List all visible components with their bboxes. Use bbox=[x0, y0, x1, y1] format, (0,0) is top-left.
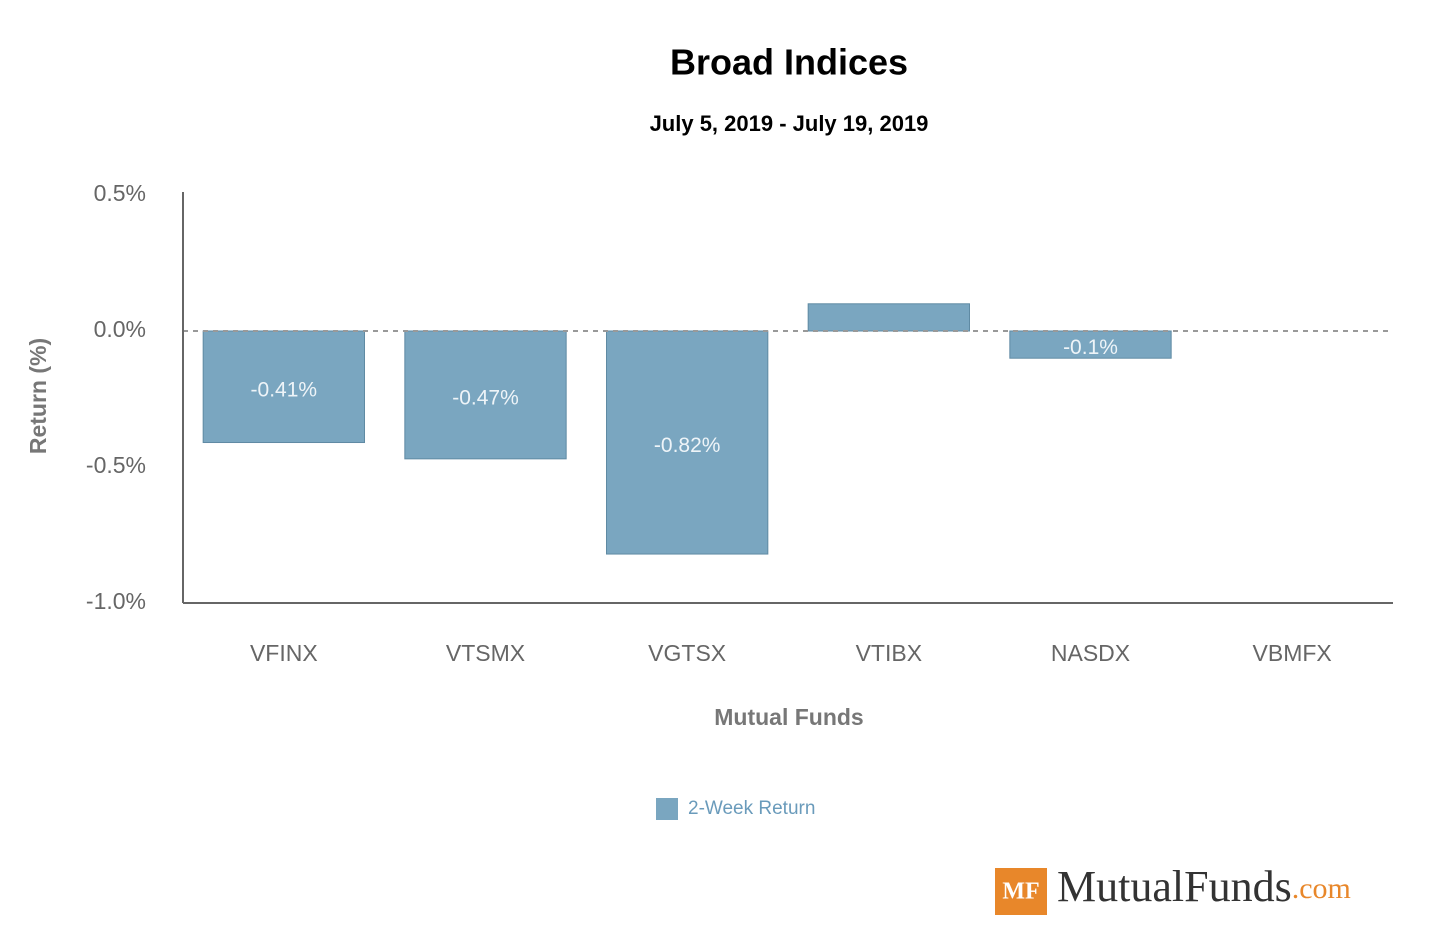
y-axis-label: Return (%) bbox=[25, 338, 51, 454]
data-label: -0.82% bbox=[654, 434, 721, 457]
bar bbox=[606, 330, 769, 555]
x-tick-label: VTSMX bbox=[446, 640, 525, 666]
bar bbox=[202, 330, 365, 444]
y-tick-label: 0.0% bbox=[94, 316, 146, 342]
x-tick-label: VBMFX bbox=[1253, 640, 1332, 666]
y-tick-label: 0.5% bbox=[94, 180, 146, 206]
data-label: -0.41% bbox=[251, 378, 318, 401]
chart-title: Broad Indices bbox=[670, 42, 908, 83]
x-tick-label: VTIBX bbox=[856, 640, 922, 666]
legend-swatch bbox=[656, 798, 678, 820]
data-label: -0.47% bbox=[452, 386, 519, 409]
chart-subtitle: July 5, 2019 - July 19, 2019 bbox=[650, 111, 929, 136]
x-tick-label: VGTSX bbox=[648, 640, 726, 666]
x-tick-label: NASDX bbox=[1051, 640, 1130, 666]
y-tick-label: -0.5% bbox=[86, 452, 146, 478]
data-label: -0.1% bbox=[1063, 336, 1118, 359]
logo-name: MutualFunds.com bbox=[1057, 862, 1351, 911]
logo-suffix: .com bbox=[1292, 872, 1351, 905]
x-axis-label: Mutual Funds bbox=[714, 704, 863, 730]
y-tick-label: -1.0% bbox=[86, 588, 146, 614]
logo-badge-box bbox=[995, 868, 1047, 915]
logo-name-text: MutualFunds bbox=[1057, 862, 1292, 911]
bar bbox=[1009, 330, 1172, 359]
bar bbox=[807, 303, 971, 332]
logo-badge: MF bbox=[1002, 879, 1039, 905]
legend-label: 2-Week Return bbox=[688, 798, 815, 819]
x-tick-label: VFINX bbox=[250, 640, 318, 666]
